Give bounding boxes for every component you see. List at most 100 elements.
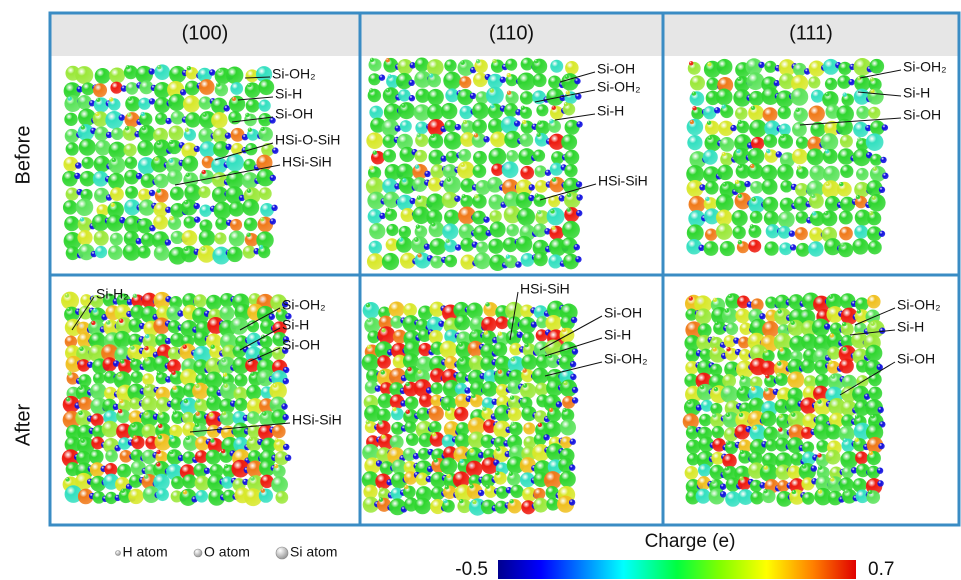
o-atom xyxy=(424,244,430,250)
h-atom xyxy=(511,357,515,361)
h-atom xyxy=(459,499,463,503)
si-atom xyxy=(764,241,778,255)
si-atom xyxy=(369,223,385,239)
si-atom xyxy=(214,202,232,220)
h-atom xyxy=(446,474,450,478)
si-atom xyxy=(760,464,778,482)
si-atom xyxy=(690,75,705,90)
si-atom xyxy=(489,210,501,222)
o-atom xyxy=(570,439,576,445)
site-label: Si-H xyxy=(903,85,930,101)
si-atom xyxy=(532,90,546,104)
h-atom xyxy=(156,450,160,454)
h-atom xyxy=(751,106,755,110)
h-atom xyxy=(211,345,215,349)
si-atom xyxy=(382,253,399,270)
o-atom xyxy=(483,216,489,222)
h-atom xyxy=(81,125,85,129)
si-atom xyxy=(716,89,733,106)
si-atom xyxy=(405,396,419,410)
si-atom xyxy=(242,199,259,216)
si-atom xyxy=(226,67,244,85)
si-atom xyxy=(778,211,795,228)
h-atom xyxy=(91,321,95,325)
h-atom xyxy=(443,499,447,503)
h-atom xyxy=(817,400,821,404)
si-atom xyxy=(816,440,829,453)
si-atom xyxy=(377,355,391,369)
si-atom xyxy=(821,210,837,226)
h-atom xyxy=(869,211,873,215)
h-atom xyxy=(259,245,263,249)
si-atom xyxy=(369,106,383,120)
si-atom xyxy=(763,134,777,148)
h-atom xyxy=(386,88,390,92)
site-label: Si-OH₂ xyxy=(903,59,947,75)
si-atom xyxy=(108,157,125,174)
si-atom xyxy=(472,102,489,119)
h-atom xyxy=(726,413,730,417)
si-atom xyxy=(362,354,379,371)
site-label: Si-H xyxy=(597,103,624,119)
h-atom xyxy=(169,435,173,439)
h-atom xyxy=(839,182,843,186)
h-atom xyxy=(687,425,691,429)
si-atom xyxy=(870,154,882,166)
h-atom xyxy=(690,120,694,124)
si-atom xyxy=(761,165,778,182)
si-atom xyxy=(102,421,119,438)
h-atom xyxy=(130,345,134,349)
si-atom xyxy=(444,132,462,150)
h-atom xyxy=(461,61,465,65)
h-atom xyxy=(722,152,726,156)
si-atom xyxy=(400,120,412,132)
si-atom xyxy=(505,59,517,71)
si-atom xyxy=(698,464,711,477)
h-atom xyxy=(95,112,99,116)
o-atom xyxy=(529,184,535,190)
si-atom xyxy=(482,381,498,397)
h-atom xyxy=(485,302,489,306)
si-atom xyxy=(82,157,94,169)
h-atom xyxy=(562,408,566,412)
h-atom xyxy=(779,347,783,351)
h-atom xyxy=(550,209,554,213)
si-atom xyxy=(721,386,738,403)
h-atom xyxy=(434,458,438,462)
h-atom xyxy=(738,194,742,198)
si-atom xyxy=(748,148,765,165)
si-atom xyxy=(780,180,792,192)
si-atom xyxy=(429,222,445,238)
si-atom xyxy=(750,211,763,224)
h-atom xyxy=(401,103,405,107)
si-atom xyxy=(398,89,411,102)
colorbar-title: Charge (e) xyxy=(645,531,736,552)
h-atom xyxy=(249,437,253,441)
h-atom xyxy=(79,347,83,351)
h-atom xyxy=(739,476,743,480)
h-atom xyxy=(722,104,726,108)
h-atom xyxy=(80,217,84,221)
si-atom xyxy=(171,476,184,489)
h-atom xyxy=(392,407,396,411)
si-atom xyxy=(194,294,207,307)
si-atom xyxy=(809,105,825,121)
si-atom xyxy=(404,421,416,433)
si-atom xyxy=(414,498,431,515)
h-atom xyxy=(184,200,188,204)
h-atom xyxy=(828,360,832,364)
h-atom xyxy=(119,399,123,403)
h-atom xyxy=(274,464,278,468)
o-atom xyxy=(224,105,230,111)
si-atom xyxy=(826,450,841,465)
si-atom xyxy=(840,135,853,148)
o-atom xyxy=(470,93,476,99)
h-atom xyxy=(740,450,744,454)
o-atom xyxy=(515,261,521,267)
h-atom xyxy=(460,357,464,361)
h-atom xyxy=(250,372,254,376)
si-atom xyxy=(247,411,260,424)
h-atom xyxy=(248,128,252,132)
si-atom xyxy=(856,106,869,119)
h-atom xyxy=(739,413,743,417)
